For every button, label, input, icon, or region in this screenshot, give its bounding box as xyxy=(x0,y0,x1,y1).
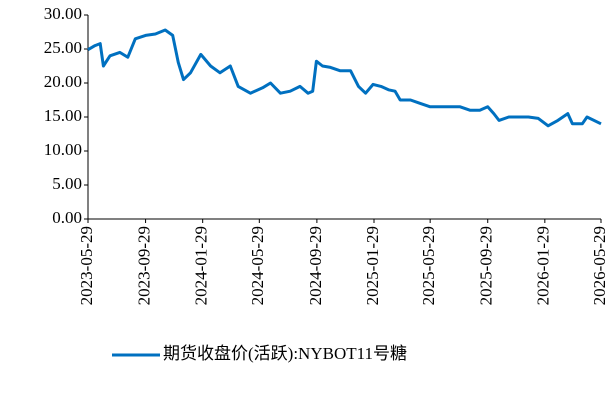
legend-label: 期货收盘价(活跃):NYBOT11号糖 xyxy=(163,344,407,363)
y-tick-label: 15.00 xyxy=(44,106,82,125)
series-line xyxy=(87,28,602,128)
x-tick-label: 2023-09-29 xyxy=(134,226,153,305)
y-tick-label: 20.00 xyxy=(44,72,82,91)
x-tick-label: 2024-09-29 xyxy=(306,226,325,305)
y-tick-label: 25.00 xyxy=(44,38,82,57)
x-tick-label: 2025-09-29 xyxy=(477,226,496,305)
x-tick-label: 2025-05-29 xyxy=(419,226,438,305)
x-tick-label: 2026-05-29 xyxy=(590,226,609,305)
x-tick-label: 2024-01-29 xyxy=(192,226,211,305)
y-tick-label: 10.00 xyxy=(44,140,82,159)
y-tick-label: 5.00 xyxy=(52,174,82,193)
x-tick-label: 2025-01-29 xyxy=(363,226,382,305)
x-tick-label: 2023-05-29 xyxy=(77,226,96,305)
x-tick-label: 2024-05-29 xyxy=(248,226,267,305)
y-tick-label: 0.00 xyxy=(52,208,82,227)
x-tick-label: 2026-01-29 xyxy=(534,226,553,305)
y-tick-label: 30.00 xyxy=(44,4,82,23)
